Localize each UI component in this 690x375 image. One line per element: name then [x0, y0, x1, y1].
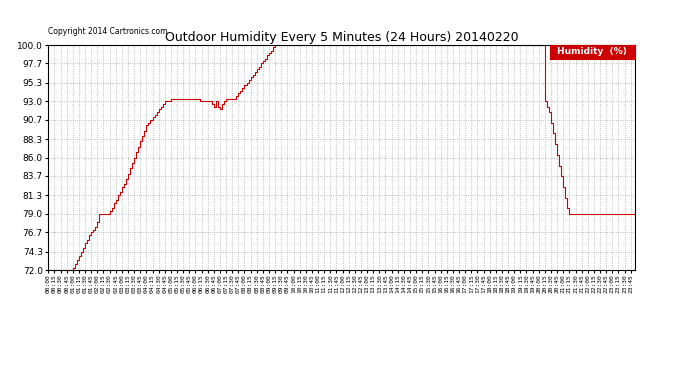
Title: Outdoor Humidity Every 5 Minutes (24 Hours) 20140220: Outdoor Humidity Every 5 Minutes (24 Hou…: [165, 31, 518, 44]
Text: Copyright 2014 Cartronics.com: Copyright 2014 Cartronics.com: [48, 27, 168, 36]
